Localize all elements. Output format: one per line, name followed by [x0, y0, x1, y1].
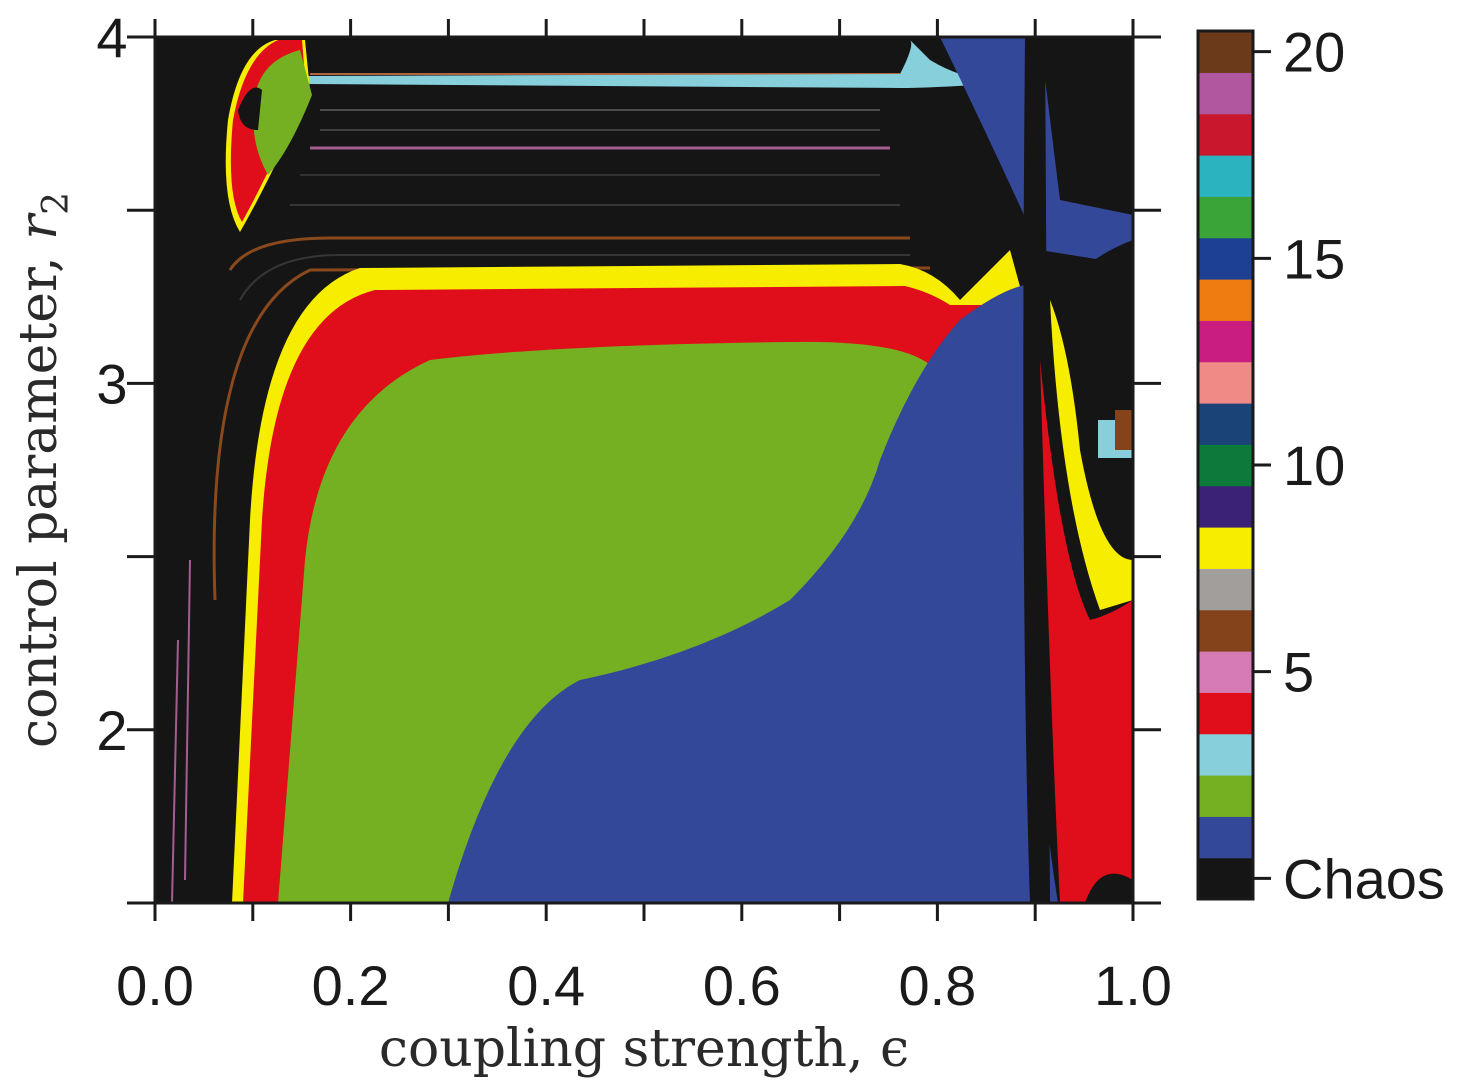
right-brown-patch: [1115, 410, 1133, 450]
x-tick-label: 0.2: [312, 954, 390, 1017]
colorbar-swatch-1: [1198, 816, 1253, 859]
plot-area: [155, 37, 1133, 903]
colorbar-swatch-20: [1198, 31, 1253, 73]
y-tick-label: 3: [96, 352, 127, 415]
colorbar-ticks: [1253, 50, 1271, 880]
x-tick-label: 0.8: [898, 954, 976, 1017]
colorbar-swatch-16: [1198, 196, 1253, 239]
colorbar-swatch-5: [1198, 651, 1253, 693]
colorbar-swatch-14: [1198, 279, 1253, 321]
y-axis-tick-labels: 2 3 4: [96, 6, 127, 762]
colorbar-tick-label: Chaos: [1283, 847, 1445, 910]
x-axis-ticks: [153, 19, 1135, 921]
colorbar-swatch-9: [1198, 485, 1253, 528]
period-3-band: [300, 40, 990, 88]
x-tick-label: 1.0: [1094, 954, 1172, 1017]
colorbar-swatch-15: [1198, 237, 1253, 280]
y-tick-label: 2: [96, 699, 127, 762]
colorbar-swatch-4: [1198, 692, 1253, 735]
right-chaos-column: [1023, 37, 1050, 903]
x-tick-label: 0.6: [703, 954, 781, 1017]
period-1-region: [448, 285, 1058, 903]
x-tick-label: 0.0: [116, 954, 194, 1017]
colorbar-tick-label: 5: [1283, 641, 1314, 704]
x-tick-label: 0.4: [507, 954, 585, 1017]
colorbar-swatch-Chaos: [1198, 857, 1253, 900]
right-period-4: [1040, 360, 1133, 903]
y-tick-label: 4: [96, 6, 127, 69]
colorbar-swatch-2: [1198, 775, 1253, 817]
colorbar-swatch-13: [1198, 320, 1253, 363]
colorbar-labels: Chaos 5 10 15 20: [1283, 21, 1445, 911]
colorbar-swatch-12: [1198, 361, 1253, 404]
colorbar-swatch-11: [1198, 403, 1253, 445]
colorbar-swatch-8: [1198, 527, 1253, 569]
colorbar-tick-label: 15: [1283, 227, 1345, 290]
right-period-8: [1050, 300, 1133, 610]
colorbar-swatch-6: [1198, 609, 1253, 652]
y-axis-label: control parameter, r2: [9, 192, 77, 748]
x-axis-tick-labels: 0.0 0.2 0.4 0.6 0.8 1.0: [116, 954, 1172, 1017]
colorbar-tick-label: 20: [1283, 21, 1345, 84]
x-axis-label: coupling strength, ϵ: [379, 1019, 909, 1079]
y-axis-ticks: [127, 35, 1161, 905]
island-chaos-hole: [238, 87, 262, 130]
colorbar-swatch-19: [1198, 72, 1253, 115]
right-chaos-curls: [1058, 240, 1133, 550]
colorbar-swatch-18: [1198, 113, 1253, 156]
colorbar-swatch-17: [1198, 155, 1253, 197]
colorbar: [1198, 31, 1253, 900]
colorbar-tick-label: 10: [1283, 434, 1345, 497]
chaos-streaks: [171, 73, 931, 903]
colorbar-swatch-10: [1198, 444, 1253, 487]
colorbar-swatch-3: [1198, 733, 1253, 776]
island-green: [253, 50, 312, 175]
colorbar-swatch-7: [1198, 568, 1253, 611]
